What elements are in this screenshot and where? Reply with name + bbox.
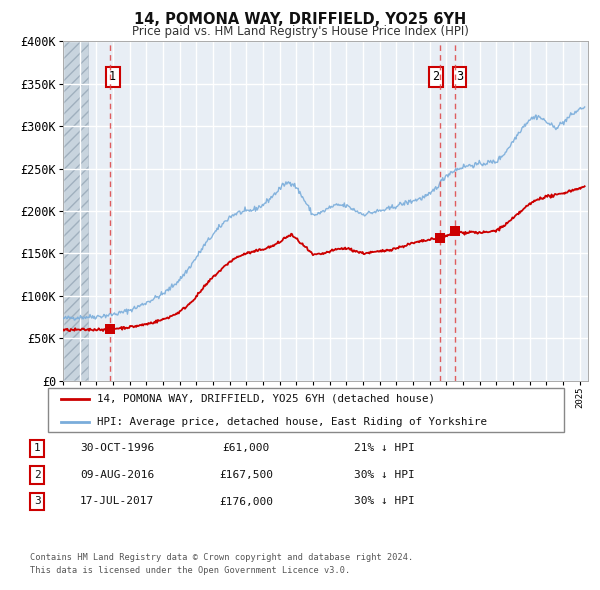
Text: 09-AUG-2016: 09-AUG-2016 [80,470,154,480]
Text: £61,000: £61,000 [223,444,269,453]
Text: 30% ↓ HPI: 30% ↓ HPI [354,497,415,506]
Text: 30-OCT-1996: 30-OCT-1996 [80,444,154,453]
Text: 21% ↓ HPI: 21% ↓ HPI [354,444,415,453]
Text: 2: 2 [432,70,439,83]
Text: 3: 3 [456,70,463,83]
Text: Price paid vs. HM Land Registry's House Price Index (HPI): Price paid vs. HM Land Registry's House … [131,25,469,38]
Text: £167,500: £167,500 [219,470,273,480]
Text: 30% ↓ HPI: 30% ↓ HPI [354,470,415,480]
Text: 2: 2 [34,470,41,480]
Bar [63,41,88,381]
Text: Contains HM Land Registry data © Crown copyright and database right 2024.: Contains HM Land Registry data © Crown c… [30,553,413,562]
Text: HPI: Average price, detached house, East Riding of Yorkshire: HPI: Average price, detached house, East… [97,417,487,427]
Text: 14, POMONA WAY, DRIFFIELD, YO25 6YH: 14, POMONA WAY, DRIFFIELD, YO25 6YH [134,12,466,27]
Text: 3: 3 [34,497,41,506]
Text: 17-JUL-2017: 17-JUL-2017 [80,497,154,506]
Text: 14, POMONA WAY, DRIFFIELD, YO25 6YH (detached house): 14, POMONA WAY, DRIFFIELD, YO25 6YH (det… [97,394,435,404]
Bar [63,41,88,381]
Text: 1: 1 [109,70,116,83]
Text: 1: 1 [34,444,41,453]
Text: This data is licensed under the Open Government Licence v3.0.: This data is licensed under the Open Gov… [30,566,350,575]
Text: £176,000: £176,000 [219,497,273,506]
FancyBboxPatch shape [48,388,564,432]
